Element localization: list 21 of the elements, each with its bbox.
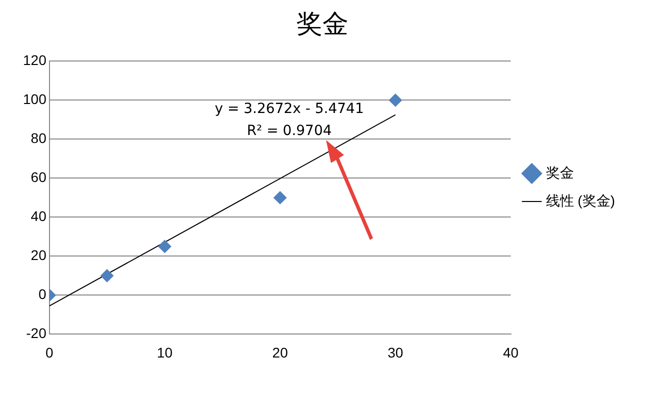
y-tick-label: -20 (26, 325, 47, 342)
legend-label: 奖金 (546, 164, 574, 180)
x-tick-label: 10 (156, 344, 173, 360)
legend-label: 线性 (奖金) (546, 192, 616, 208)
point (388, 94, 402, 107)
annotation: y = 3.2672x - 5.4741 (214, 101, 364, 118)
point (100, 269, 114, 282)
x-tick-label: 40 (502, 344, 519, 360)
y-tick-label: 100 (23, 91, 47, 108)
y-tick-label: 40 (30, 208, 47, 224)
x-tick-label: 30 (388, 344, 404, 360)
y-tick-label: 0 (38, 286, 47, 302)
x-tick-label: 20 (272, 344, 288, 360)
y-tick-label: 120 (23, 52, 47, 68)
y-tick-label: 60 (30, 169, 47, 186)
y-tick-label: 20 (30, 247, 47, 264)
point (158, 240, 172, 253)
chart-title: 奖金 (296, 9, 348, 40)
annotation: R² = 0.9704 (246, 123, 332, 140)
y-tick-label: 80 (30, 130, 47, 146)
point (274, 191, 287, 204)
